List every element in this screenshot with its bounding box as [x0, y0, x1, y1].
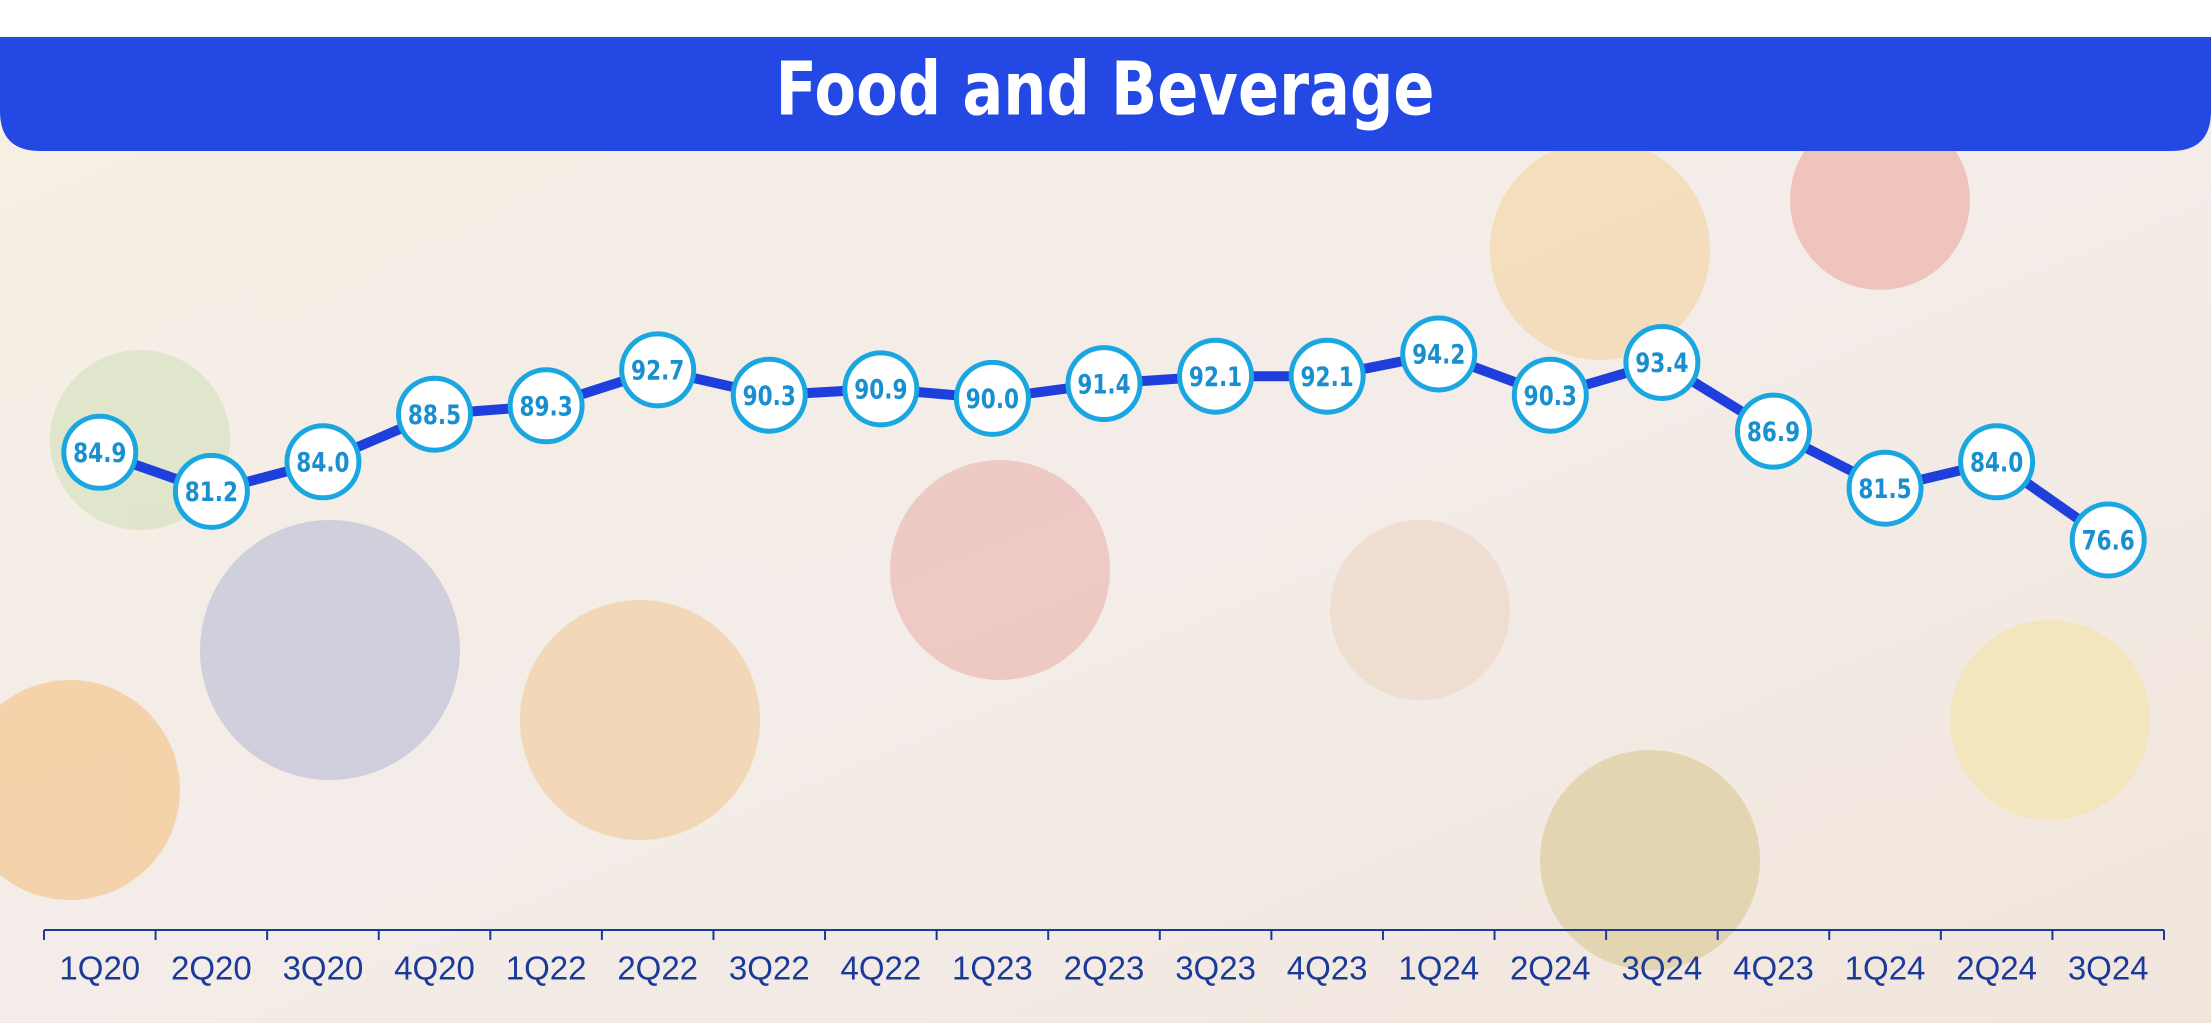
data-label: 89.3: [519, 390, 572, 422]
data-label: 86.9: [1747, 415, 1800, 447]
data-label: 81.5: [1858, 473, 1911, 505]
x-tick-label: 4Q20: [394, 950, 475, 987]
data-point: [396, 375, 474, 453]
data-label: 81.2: [185, 476, 238, 508]
title-banner: [0, 37, 2211, 151]
x-tick-label: 2Q20: [171, 950, 252, 987]
x-tick-label: 1Q20: [59, 950, 140, 987]
data-label: 90.0: [966, 383, 1019, 415]
data-point: [619, 331, 697, 409]
x-tick-label: 4Q23: [1287, 950, 1368, 987]
data-label: 91.4: [1077, 368, 1130, 400]
x-tick-label: 4Q23: [1733, 950, 1814, 987]
data-label: 90.3: [1524, 380, 1577, 412]
photo-background: [0, 100, 2211, 1023]
x-tick-label: 1Q23: [952, 950, 1033, 987]
data-label: 88.5: [408, 399, 461, 431]
x-tick-label: 3Q22: [729, 950, 810, 987]
data-point: [2069, 501, 2147, 579]
data-point: [1400, 315, 1478, 393]
data-point: [284, 423, 362, 501]
x-tick-label: 2Q24: [1510, 950, 1591, 987]
data-point: [1958, 423, 2036, 501]
x-tick-label: 3Q24: [2068, 950, 2149, 987]
x-tick-label: 1Q24: [1398, 950, 1479, 987]
data-label: 92.1: [1189, 361, 1242, 393]
x-tick-label: 3Q20: [283, 950, 364, 987]
x-tick-label: 1Q22: [506, 950, 587, 987]
data-label: 90.3: [743, 380, 796, 412]
data-label: 92.1: [1301, 361, 1354, 393]
data-label: 84.9: [73, 437, 126, 469]
x-tick-label: 2Q23: [1064, 950, 1145, 987]
data-point: [1846, 449, 1924, 527]
data-label: 90.9: [854, 373, 907, 405]
data-label: 94.2: [1412, 338, 1465, 370]
data-point: [1065, 345, 1143, 423]
x-tick-label: 1Q24: [1845, 950, 1926, 987]
x-tick-label: 3Q23: [1175, 950, 1256, 987]
data-point: [1177, 337, 1255, 415]
data-point: [1288, 337, 1366, 415]
food-decoration: [0, 110, 2150, 970]
data-point: [172, 452, 250, 530]
data-label: 92.7: [631, 354, 684, 386]
data-point: [953, 359, 1031, 437]
data-point: [842, 350, 920, 428]
data-label: 76.6: [2082, 524, 2135, 556]
x-tick-label: 4Q22: [840, 950, 921, 987]
data-point: [730, 356, 808, 434]
data-point: [507, 367, 585, 445]
x-tick-label: 3Q24: [1622, 950, 1703, 987]
data-point: [61, 413, 139, 491]
data-point: [1511, 356, 1589, 434]
data-label: 84.0: [1970, 446, 2023, 478]
data-label: 84.0: [296, 446, 349, 478]
data-point: [1734, 392, 1812, 470]
chart-title: Food and Beverage: [775, 45, 1434, 131]
data-point: [1623, 323, 1701, 401]
x-tick-label: 2Q24: [1956, 950, 2037, 987]
data-label: 93.4: [1635, 347, 1688, 379]
x-tick-label: 2Q22: [617, 950, 698, 987]
